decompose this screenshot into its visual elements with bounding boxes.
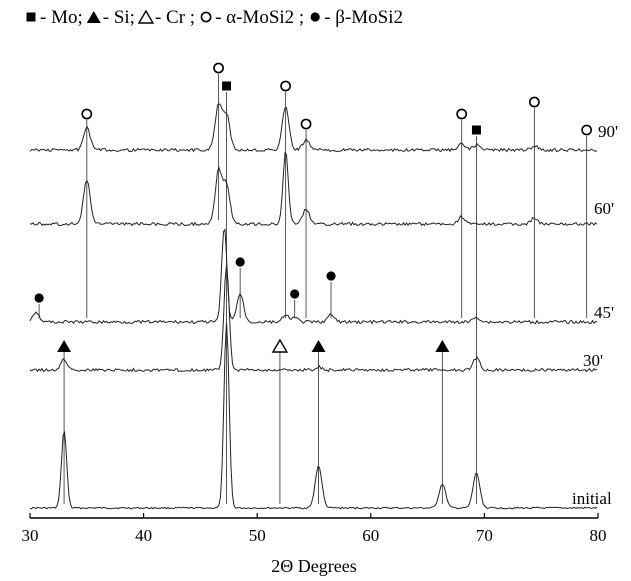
peak-marker-open-circle [280,80,291,92]
pattern-30 [29,265,598,373]
x-tick-label-80: 80 [590,526,607,545]
pattern-initial [29,322,598,510]
peak-marker-open-circle [213,62,224,74]
peak-marker-filled-triangle [435,340,450,352]
x-axis: 30 40 50 60 70 80 [22,513,607,545]
peak-marker-open-circle [81,108,93,120]
peak-marker-filled-circle [290,289,300,299]
pattern-label-30: 30' [583,351,603,370]
peak-marker-open-circle [581,124,593,136]
pattern-label-90: 90' [598,122,618,141]
x-ticks: 30 40 50 60 70 80 [22,513,607,545]
legend: - Mo; - Si; - Cr ; - α-MoSi2 ; - β-MoSi2 [26,7,403,28]
peak-marker-filled-triangle [311,340,326,352]
pattern-90 [29,103,598,153]
legend-entry-3: - Cr ; [155,7,195,28]
diffraction-patterns: initial 30' 45' 60' 90' [29,103,618,510]
peak-marker-filled-circle [235,257,245,267]
pattern-label-60: 60' [594,199,614,218]
legend-marker-filled-circle [310,12,320,22]
peak-marker-open-triangle [271,338,289,353]
pattern-45 [29,228,598,325]
legend-entry-5: - β-MoSi2 [324,7,403,28]
legend-marker-filled-square [26,12,36,22]
legend-marker-open-circle [200,11,212,23]
pattern-60 [29,151,598,227]
reference-lines [38,74,588,504]
legend-entry-1: - Mo; [40,7,83,28]
peak-marker-filled-square [471,125,481,135]
peak-marker-filled-circle [34,293,44,303]
peak-marker-open-circle [300,118,312,130]
legend-entry-2: - Si; [103,7,135,28]
peak-marker-filled-circle [326,271,336,281]
peak-marker-open-circle [528,96,540,108]
pattern-label-initial: initial [572,489,612,508]
pattern-label-45: 45' [594,303,614,322]
x-tick-label-30: 30 [22,526,39,545]
x-tick-label-40: 40 [135,526,152,545]
x-tick-label-70: 70 [476,526,493,545]
legend-entry-4: - α-MoSi2 ; [215,7,304,28]
legend-marker-open-triangle [137,9,155,24]
x-tick-label-50: 50 [249,526,266,545]
peak-markers [34,62,593,353]
peak-marker-filled-triangle [57,340,72,352]
x-tick-label-60: 60 [362,526,379,545]
x-axis-title: 2Θ Degrees [271,556,356,576]
peak-marker-open-circle [456,108,468,120]
legend-marker-filled-triangle [86,11,101,23]
peak-marker-filled-square [222,81,232,91]
